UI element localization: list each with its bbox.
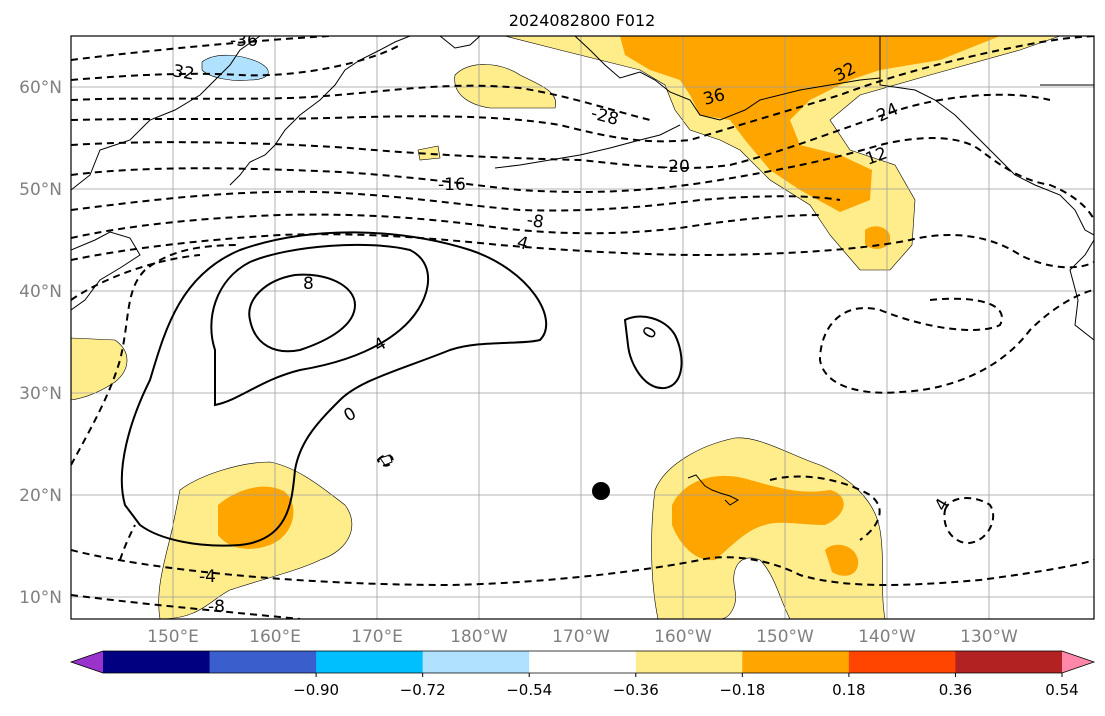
lat-label: 50°N: [19, 180, 62, 200]
colorbar-segment: [742, 651, 850, 673]
contour-label: -4: [199, 567, 216, 587]
contour-label: -20: [662, 157, 690, 177]
colorbar-segment: [103, 651, 211, 673]
colorbar-extend-max: [1062, 651, 1094, 673]
shade-hawaii-orange-2: [825, 544, 859, 576]
colorbar-tick-label: 0.18: [832, 681, 865, 699]
shade-alaska-orange: [620, 36, 1000, 212]
colorbar-segment: [955, 651, 1063, 673]
lon-label: 180°W: [450, 627, 508, 647]
colorbar-segment: [316, 651, 424, 673]
shade-gulf-orange-blob: [865, 226, 891, 249]
lon-label: 170°W: [552, 627, 610, 647]
coastlines: [71, 36, 1094, 506]
colorbar-tick-label: −0.36: [613, 681, 659, 699]
colorbar-segment: [635, 651, 743, 673]
lat-label: 10°N: [19, 588, 62, 608]
contour-label: -16: [438, 175, 466, 195]
lat-label: 40°N: [19, 282, 62, 302]
colorbar-outline: [69, 650, 1096, 674]
contour-label: -36: [230, 31, 258, 51]
colorbar-tick-label: −0.54: [506, 681, 552, 699]
contour-label: -8: [525, 210, 545, 233]
lon-label: 150°W: [756, 627, 814, 647]
colorbar-segment: [209, 651, 317, 673]
contour-label: 32: [171, 61, 196, 84]
colorbar-tick-label: −0.72: [400, 681, 446, 699]
graticule: [71, 36, 1094, 619]
colorbar-segment: [422, 651, 530, 673]
colorbar-segment: [529, 651, 637, 673]
colorbar-extend-min: [71, 651, 103, 673]
lat-label: 60°N: [19, 78, 62, 98]
map-title: 2024082800 F012: [509, 11, 656, 30]
contour-label: 8: [303, 274, 314, 294]
lat-label: 30°N: [19, 384, 62, 404]
colorbar-tick-label: 0.36: [939, 681, 972, 699]
contour-label: -8: [208, 597, 225, 617]
lon-axis: 150°E 160°E 170°E 180°W 170°W 160°W 150°…: [147, 627, 1018, 647]
lat-label: 20°N: [19, 486, 62, 506]
shade-aleutian-yellow: [417, 145, 441, 161]
shade-hawaii-orange: [672, 475, 844, 561]
lon-label: 170°E: [351, 627, 403, 647]
lat-axis: 60°N 50°N 40°N 30°N 20°N 10°N: [19, 78, 62, 608]
shade-sw-orange: [218, 486, 294, 549]
map-frame: [70, 35, 1095, 620]
colorbar-tick-label: 0.54: [1045, 681, 1078, 699]
lon-label: 130°W: [960, 627, 1018, 647]
contour-label: 4: [515, 233, 531, 255]
colorbar-segment: [848, 651, 956, 673]
contours: [71, 36, 1094, 619]
colorbar-tick-label: −0.90: [293, 681, 339, 699]
lon-label: 140°W: [858, 627, 916, 647]
lon-label: 150°E: [147, 627, 199, 647]
colorbar-tick-label: −0.18: [719, 681, 765, 699]
storm-center-marker: [592, 482, 610, 500]
lon-label: 160°W: [654, 627, 712, 647]
lon-label: 160°E: [249, 627, 301, 647]
shade-west-yellow: [71, 337, 128, 401]
colorbar: −0.90−0.72−0.54−0.36−0.180.180.360.540.7…: [69, 650, 1096, 699]
